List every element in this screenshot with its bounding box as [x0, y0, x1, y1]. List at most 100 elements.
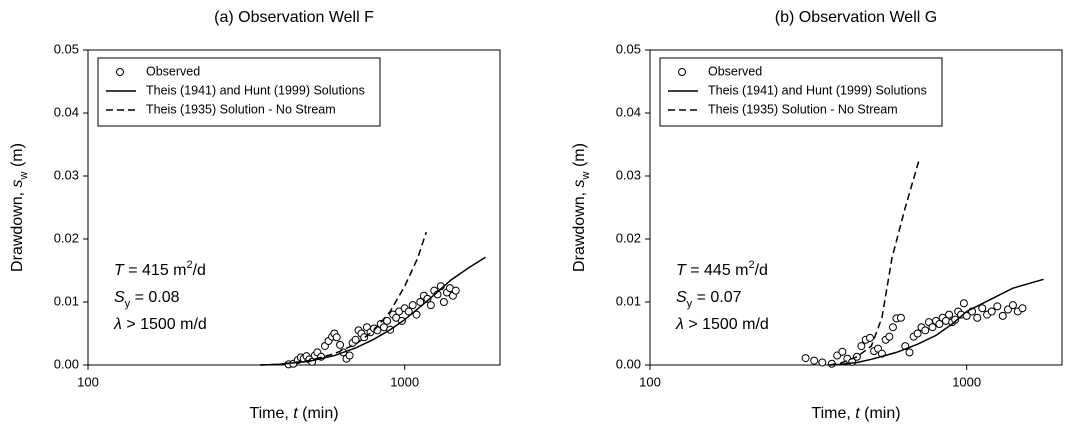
legend-marker [678, 68, 686, 76]
x-tick-label: 100 [77, 374, 99, 389]
data-point [978, 304, 987, 313]
series-line [260, 256, 486, 366]
y-tick-label: 0.00 [54, 356, 79, 371]
panel-title: (a) Observation Well F [214, 9, 374, 26]
x-axis-label: Time, t (min) [249, 405, 338, 422]
y-axis-label-part: Drawdown, [571, 187, 588, 271]
data-point [451, 286, 460, 295]
data-point [973, 313, 982, 322]
annotation-part: y [125, 298, 131, 310]
y-tick-label: 0.04 [54, 104, 79, 119]
series-line [260, 231, 427, 366]
annotation: T = 445 m2/d [676, 259, 768, 279]
annotation-part: > 1500 m/d [122, 316, 207, 333]
annotation-part: λ [675, 316, 684, 333]
y-tick-label: 0.01 [54, 293, 79, 308]
annotation-part: T [114, 262, 125, 279]
legend-label: Observed [146, 64, 200, 78]
legend-box [97, 57, 381, 127]
data-point [928, 323, 937, 332]
annotation: Sy = 0.07 [676, 289, 742, 310]
annotation-part: S [676, 289, 687, 306]
y-axis-label-part: (m) [571, 143, 588, 171]
y-axis-label-part: Drawdown, [9, 187, 26, 271]
data-point [412, 310, 421, 319]
legend-label: Theis (1935) Solution - No Stream [708, 102, 898, 116]
data-point [1008, 301, 1017, 310]
data-point [857, 342, 866, 351]
data-point [408, 301, 417, 310]
annotation: λ > 1500 m/d [675, 316, 769, 333]
data-point [852, 352, 861, 361]
x-tick-label: 1000 [390, 374, 419, 389]
data-point [951, 315, 960, 324]
y-axis-label-part: (m) [9, 143, 26, 171]
x-axis-label-part: (min) [298, 405, 339, 422]
data-point [810, 356, 819, 365]
y-tick-label: 0.04 [616, 104, 641, 119]
data-point [998, 311, 1007, 320]
annotation-part: y [687, 298, 693, 310]
y-tick-label: 0.01 [616, 293, 641, 308]
annotation-part: = 445 m [686, 262, 749, 279]
annotation-part: λ [113, 316, 122, 333]
legend-box [659, 57, 943, 127]
legend-marker [116, 68, 124, 76]
data-point [360, 333, 369, 342]
data-point [383, 316, 392, 325]
data-point [885, 332, 894, 341]
data-point [426, 301, 435, 310]
panel-title: (b) Observation Well G [775, 9, 937, 26]
annotation-part: S [114, 289, 125, 306]
x-tick-label: 100 [639, 374, 661, 389]
annotation: T = 415 m2/d [114, 259, 206, 279]
x-tick-label: 1000 [952, 374, 981, 389]
annotation-part: T [676, 262, 687, 279]
data-point [423, 294, 432, 303]
data-point [439, 298, 448, 306]
y-axis-label-part: w [18, 171, 30, 180]
data-point [404, 307, 413, 316]
legend-label: Observed [708, 64, 762, 78]
y-tick-label: 0.00 [616, 356, 641, 371]
y-axis-label-part: s [571, 179, 588, 187]
series-line [829, 278, 1044, 366]
annotation-part: = 0.08 [130, 289, 179, 306]
annotation-part: /d [193, 262, 206, 279]
legend-label: Theis (1941) and Hunt (1999) Solutions [708, 83, 927, 97]
data-point [865, 333, 874, 342]
data-point [888, 323, 897, 332]
y-axis-label-part: s [9, 179, 26, 187]
plot-frame [649, 49, 1063, 366]
x-axis-label-part: Time, [249, 405, 293, 422]
data-point [345, 351, 354, 360]
data-point [935, 320, 944, 329]
data-point [336, 340, 345, 349]
x-axis-label-part: t [293, 405, 298, 422]
annotation-part: 2 [186, 259, 192, 271]
annotation: Sy = 0.08 [114, 289, 180, 310]
data-point [801, 354, 810, 363]
data-point [332, 333, 341, 342]
annotation-part: /d [755, 262, 768, 279]
data-point [913, 329, 922, 338]
y-tick-label: 0.02 [54, 230, 79, 245]
x-axis-label-part: Time, [811, 405, 855, 422]
legend-label: Theis (1935) Solution - No Stream [146, 102, 336, 116]
legend-label: Theis (1941) and Hunt (1999) Solutions [146, 83, 365, 97]
annotation-part: > 1500 m/d [684, 316, 769, 333]
annotation-part: = 0.07 [692, 289, 741, 306]
y-axis-label: Drawdown, sw (m) [9, 143, 30, 272]
x-axis-label-part: t [855, 405, 860, 422]
data-point [1003, 305, 1012, 314]
data-point [838, 347, 847, 356]
data-point [896, 313, 905, 322]
y-axis-label: Drawdown, sw (m) [571, 143, 592, 272]
data-point [416, 298, 425, 306]
y-tick-label: 0.02 [616, 230, 641, 245]
x-axis-label: Time, t (min) [811, 405, 900, 422]
x-axis-label-part: (min) [860, 405, 901, 422]
y-tick-label: 0.05 [54, 41, 79, 56]
data-point [1018, 304, 1027, 313]
